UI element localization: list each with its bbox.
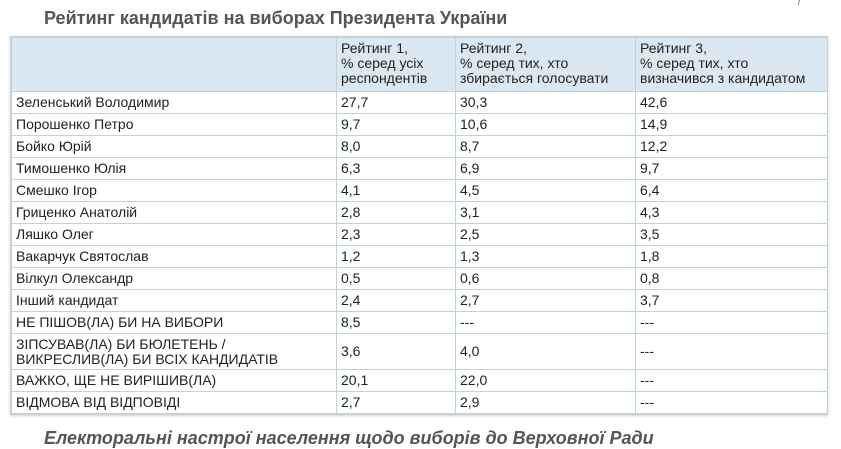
rating-1-value: 3,6	[336, 333, 456, 370]
rating-3-value: 12,2	[635, 135, 828, 158]
candidate-name: Ляшко Олег	[11, 223, 337, 246]
header-rating-1: Рейтинг 1,% серед усіх респондентів	[336, 37, 456, 92]
rating-1-value: 2,7	[336, 391, 456, 414]
candidate-name: Гриценко Анатолій	[11, 201, 337, 224]
table-row: ВІДМОВА ВІД ВІДПОВІДІ 2,7 2,9 ---	[11, 391, 828, 414]
rating-2-value: 2,5	[455, 223, 636, 246]
rating-2-value: 2,9	[455, 391, 636, 414]
corner-mark: /	[797, 0, 801, 8]
table-row: Порошенко Петро 9,7 10,6 14,9	[11, 113, 828, 136]
candidate-name: Тимошенко Юлія	[11, 157, 337, 180]
rating-2-value: 22,0	[455, 369, 636, 392]
header-rating-3: Рейтинг 3,% серед тих, хто визначився з к…	[635, 37, 828, 92]
rating-1-value: 20,1	[336, 369, 456, 392]
rating-3-value: ---	[635, 311, 828, 334]
page-title: Рейтинг кандидатів на виборах Президента…	[44, 8, 508, 28]
candidate-name: ВІДМОВА ВІД ВІДПОВІДІ	[11, 391, 337, 414]
rating-2-value: 4,5	[455, 179, 636, 202]
candidate-name: НЕ ПІШОВ(ЛА) БИ НА ВИБОРИ	[11, 311, 337, 334]
candidate-name: Вілкул Олександр	[11, 267, 337, 290]
rating-1-value: 8,0	[336, 135, 456, 158]
rating-table-container: Рейтинг 1,% серед усіх респондентів Рейти…	[10, 36, 828, 415]
rating-3-value: 0,8	[635, 267, 828, 290]
rating-2-value: 0,6	[455, 267, 636, 290]
rating-1-value: 1,2	[336, 245, 456, 268]
table-body: Зеленський Володимир 27,7 30,3 42,6 Порошенк…	[11, 91, 828, 414]
header-candidate	[11, 37, 337, 92]
rating-2-value: 8,7	[455, 135, 636, 158]
rating-1-value: 8,5	[336, 311, 456, 334]
rating-3-value: 9,7	[635, 157, 828, 180]
rating-2-value: ---	[455, 311, 636, 334]
rating-3-value: ---	[635, 333, 828, 370]
rating-2-value: 1,3	[455, 245, 636, 268]
table-row: Бойко Юрій 8,0 8,7 12,2	[11, 135, 828, 158]
rating-1-value: 9,7	[336, 113, 456, 136]
table-row: Вакарчук Святослав 1,2 1,3 1,8	[11, 245, 828, 268]
table-row: ЗІПСУВАВ(ЛА) БИ БЮЛЕТЕНЬ / ВИКРЕСЛИВ(ЛА) …	[11, 333, 828, 370]
rating-2-value: 30,3	[455, 91, 636, 114]
table-row: Гриценко Анатолій 2,8 3,1 4,3	[11, 201, 828, 224]
candidate-name: ВАЖКО, ЩЕ НЕ ВИРІШИВ(ЛА)	[11, 369, 337, 392]
table-row: НЕ ПІШОВ(ЛА) БИ НА ВИБОРИ 8,5 --- ---	[11, 311, 828, 334]
rating-3-value: 14,9	[635, 113, 828, 136]
rating-3-value: 42,6	[635, 91, 828, 114]
candidate-name: Бойко Юрій	[11, 135, 337, 158]
rating-1-value: 6,3	[336, 157, 456, 180]
rating-3-value: 1,8	[635, 245, 828, 268]
table-row: Інший кандидат 2,4 2,7 3,7	[11, 289, 828, 312]
next-section-title: Електоральні настрої населення щодо вибо…	[44, 428, 654, 448]
rating-2-value: 3,1	[455, 201, 636, 224]
table-row: Тимошенко Юлія 6,3 6,9 9,7	[11, 157, 828, 180]
candidate-name: Порошенко Петро	[11, 113, 337, 136]
rating-1-value: 0,5	[336, 267, 456, 290]
table-row: ВАЖКО, ЩЕ НЕ ВИРІШИВ(ЛА) 20,1 22,0 ---	[11, 369, 828, 392]
rating-3-value: 3,5	[635, 223, 828, 246]
rating-2-value: 6,9	[455, 157, 636, 180]
rating-3-value: 4,3	[635, 201, 828, 224]
rating-3-value: ---	[635, 369, 828, 392]
rating-1-value: 2,4	[336, 289, 456, 312]
rating-1-value: 27,7	[336, 91, 456, 114]
table-row: Ляшко Олег 2,3 2,5 3,5	[11, 223, 828, 246]
rating-2-value: 2,7	[455, 289, 636, 312]
rating-1-value: 4,1	[336, 179, 456, 202]
candidate-name: Вакарчук Святослав	[11, 245, 337, 268]
table-row: Смешко Ігор 4,1 4,5 6,4	[11, 179, 828, 202]
rating-3-value: ---	[635, 391, 828, 414]
rating-table: Рейтинг 1,% серед усіх респондентів Рейти…	[11, 37, 828, 414]
rating-3-value: 6,4	[635, 179, 828, 202]
table-header-row: Рейтинг 1,% серед усіх респондентів Рейти…	[11, 37, 828, 92]
candidate-name: Смешко Ігор	[11, 179, 337, 202]
candidate-name: Зеленський Володимир	[11, 91, 337, 114]
table-row: Зеленський Володимир 27,7 30,3 42,6	[11, 91, 828, 114]
rating-3-value: 3,7	[635, 289, 828, 312]
rating-1-value: 2,8	[336, 201, 456, 224]
rating-1-value: 2,3	[336, 223, 456, 246]
candidate-name: Інший кандидат	[11, 289, 337, 312]
candidate-name: ЗІПСУВАВ(ЛА) БИ БЮЛЕТЕНЬ / ВИКРЕСЛИВ(ЛА) …	[11, 333, 337, 370]
rating-2-value: 10,6	[455, 113, 636, 136]
table-row: Вілкул Олександр 0,5 0,6 0,8	[11, 267, 828, 290]
rating-2-value: 4,0	[455, 333, 636, 370]
header-rating-2: Рейтинг 2,% серед тих, хто збирається гол…	[455, 37, 636, 92]
